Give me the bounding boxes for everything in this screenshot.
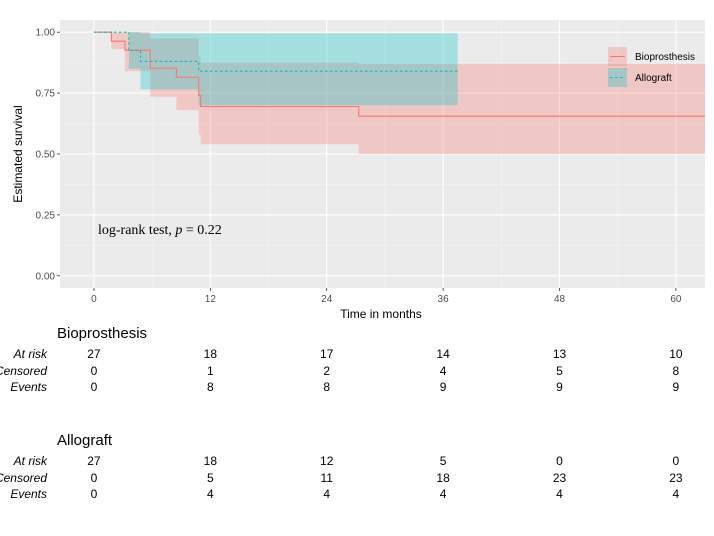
risk-cell: 2 <box>323 363 331 378</box>
risk-row-label: Censored <box>0 363 47 378</box>
risk-cell: 18 <box>203 454 217 468</box>
risk-group-title-bioprosthesis: Bioprosthesis <box>57 325 148 342</box>
risk-cell: 13 <box>552 347 567 361</box>
y-tick-label: 0.50 <box>36 150 56 161</box>
risk-cell: 0 <box>672 454 680 468</box>
risk-row-label: Events <box>10 380 47 394</box>
y-tick-label: 1.00 <box>36 28 56 39</box>
risk-cell: 8 <box>206 380 214 394</box>
risk-row-label: At risk <box>13 454 47 468</box>
risk-cell: 12 <box>320 454 334 468</box>
risk-cell: 0 <box>90 470 98 485</box>
risk-cell: 27 <box>87 347 101 361</box>
risk-cell: 4 <box>206 487 214 501</box>
x-tick-label: 48 <box>554 294 566 305</box>
risk-cell: 14 <box>436 347 450 361</box>
x-axis: 0 12 24 36 48 60 <box>91 288 682 305</box>
risk-row-label: Events <box>10 487 47 501</box>
y-tick-label: 0.25 <box>36 210 56 221</box>
risk-cell: 5 <box>556 363 563 378</box>
ci-band-bioprosthesis <box>93 32 705 154</box>
survival-line-allograft <box>93 31 458 72</box>
risk-cell: 0 <box>556 454 563 468</box>
x-tick-label: 36 <box>438 294 450 305</box>
risk-row-label: At risk <box>13 347 47 361</box>
risk-cell: 4 <box>439 487 447 501</box>
risk-cell: 0 <box>90 380 98 394</box>
risk-row-label: Censored <box>0 470 47 485</box>
y-tick-label: 0.00 <box>36 271 56 282</box>
y-tick-label: 0.75 <box>36 89 56 100</box>
y-axis-title: Estimated survival <box>11 105 25 202</box>
risk-cell: 17 <box>320 347 334 361</box>
risk-cell: 23 <box>552 470 567 485</box>
ci-band-allograft <box>93 32 458 106</box>
risk-cell: 8 <box>323 380 331 394</box>
risk-cell: 4 <box>672 487 680 501</box>
x-axis-title: Time in months <box>340 307 422 321</box>
risk-cell: 9 <box>439 380 447 394</box>
legend: Bioprosthesis Allograft <box>608 47 695 87</box>
risk-cell: 4 <box>323 487 331 501</box>
risk-cell: 18 <box>203 347 217 361</box>
gridlines <box>60 20 705 288</box>
risk-cell: 27 <box>87 454 101 468</box>
survival-line-bioprosthesis <box>93 31 705 117</box>
risk-cell: 4 <box>556 487 563 501</box>
risk-cell: 0 <box>90 363 98 378</box>
risk-cell: 9 <box>672 380 680 394</box>
risk-cell: 4 <box>439 363 447 378</box>
risk-group-title-allograft: Allograft <box>57 432 113 449</box>
x-tick-label: 12 <box>205 294 217 305</box>
risk-cell: 18 <box>436 470 450 485</box>
risk-cell: 10 <box>669 347 683 361</box>
risk-cell: 11 <box>320 470 333 485</box>
confidence-bands <box>93 32 705 154</box>
legend-label-bioprosthesis: Bioprosthesis <box>635 52 695 63</box>
survival-curves <box>93 31 705 117</box>
y-axis: 0.00 0.25 0.50 0.75 1.00 <box>36 28 60 282</box>
risk-cell: 5 <box>439 454 447 468</box>
x-tick-label: 0 <box>91 294 97 305</box>
x-tick-label: 24 <box>321 294 333 305</box>
legend-label-allograft: Allograft <box>635 73 672 84</box>
log-rank-annotation: log-rank test, p = 0.22 <box>98 223 222 238</box>
risk-cell: 1 <box>206 363 214 378</box>
survival-chart: 0 12 24 36 48 60 0.00 0.25 0.50 0.75 1.00 Time in… <box>11 20 705 321</box>
risk-cell: 23 <box>669 470 683 485</box>
risk-cell: 9 <box>556 380 563 394</box>
x-tick-label: 60 <box>670 294 682 305</box>
risk-cell: 8 <box>672 363 680 378</box>
risk-cell: 0 <box>90 487 98 501</box>
risk-cell: 5 <box>206 470 214 485</box>
